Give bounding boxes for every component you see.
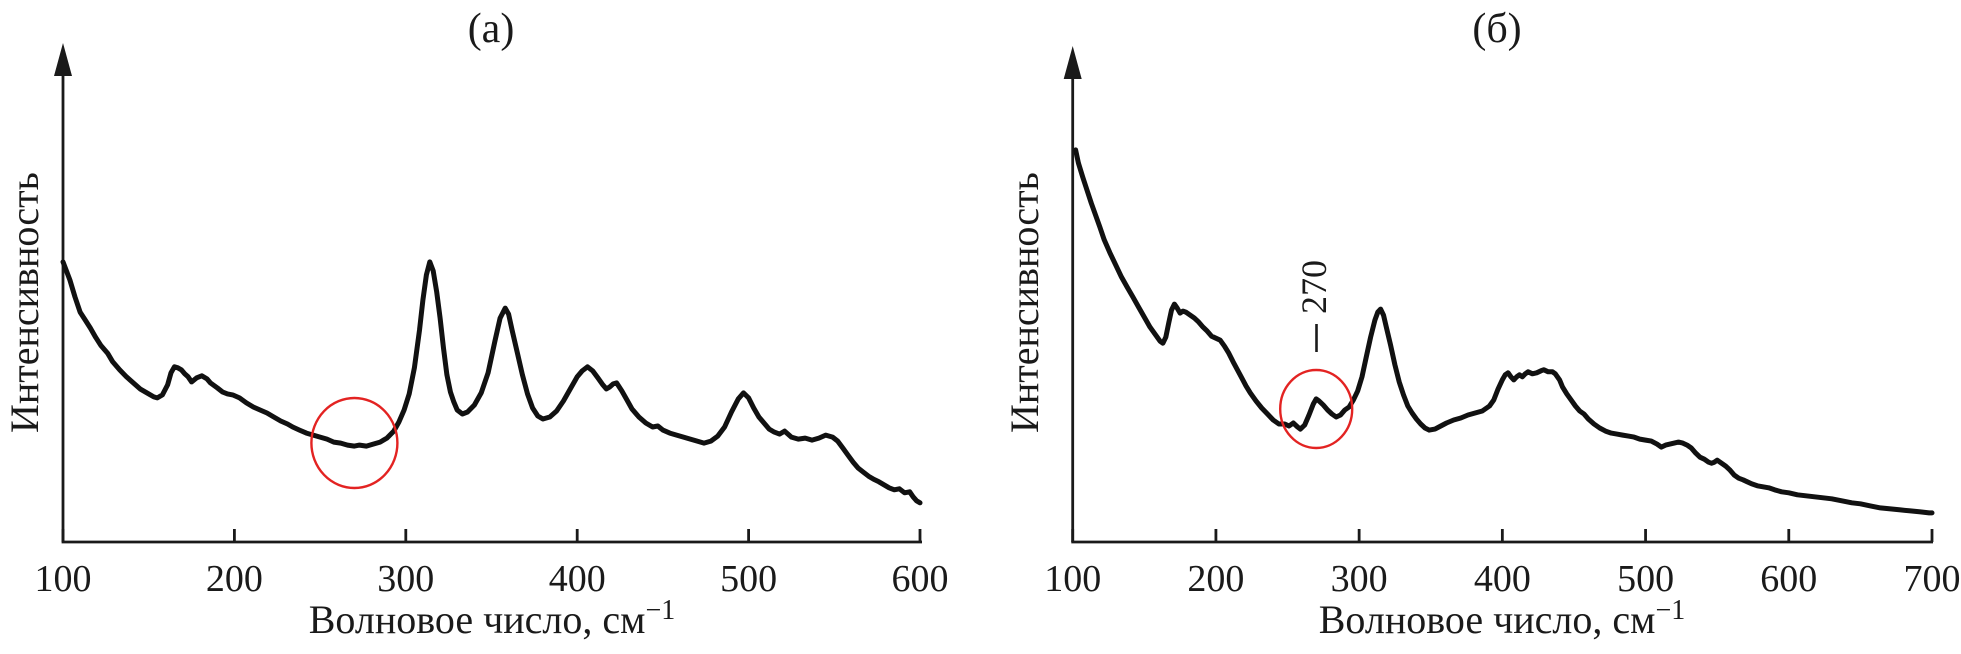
panel-b-y-axis-label: Интенсивность [1002,172,1047,433]
panel-a-x-tick-labels: 100 200 300 400 500 600 [35,558,949,600]
panel-b-x-axis-label-main: Волновое число, см [1319,597,1656,642]
x-tick-label: 200 [206,558,263,600]
panel-a-x-ticks [61,529,922,542]
panel-b-x-tick-labels: 100 200 300 400 500 600 700 [1044,558,1960,600]
panel-b-annotation-label: 270 [1294,260,1334,314]
x-tick-label: 700 [1904,558,1961,600]
panel-b-x-axis-label: Волновое число, см−1 [1319,595,1685,642]
x-tick-label: 100 [1044,558,1101,600]
x-tick-label: 500 [720,558,777,600]
panel-b: (б) Интенсивность Волновое число, см−1 1… [1002,6,1961,642]
panel-a-x-axis-label-main: Волновое число, см [309,597,646,642]
x-tick-label: 600 [1760,558,1817,600]
x-tick-label: 300 [1331,558,1388,600]
panel-a-x-axis-label-superscript: −1 [645,595,675,626]
x-tick-label: 500 [1617,558,1674,600]
x-tick-label: 400 [1474,558,1531,600]
panel-b-highlight-circle [1278,368,1354,450]
panel-b-spectrum-curve [1073,147,1935,516]
panel-a: (а) Интенсивность Волновое число, см−1 1… [2,6,949,642]
x-tick-label: 300 [377,558,434,600]
panel-a-y-axis-arrow-icon [54,43,72,76]
panel-a-x-axis-label: Волновое число, см−1 [309,595,675,642]
x-tick-label: 100 [35,558,92,600]
panel-b-title: (б) [1472,6,1521,52]
panel-a-highlight-circle [310,396,399,490]
panel-a-title: (а) [468,6,515,52]
panel-b-y-axis-arrow-icon [1063,46,1082,79]
panel-a-y-axis-label: Интенсивность [2,172,47,433]
panel-b-x-ticks [1071,529,1934,542]
x-tick-label: 200 [1187,558,1244,600]
panel-a-spectrum-curve [60,259,923,506]
x-tick-label: 600 [892,558,949,600]
panel-b-x-axis-label-superscript: −1 [1655,595,1685,626]
x-tick-label: 400 [549,558,606,600]
